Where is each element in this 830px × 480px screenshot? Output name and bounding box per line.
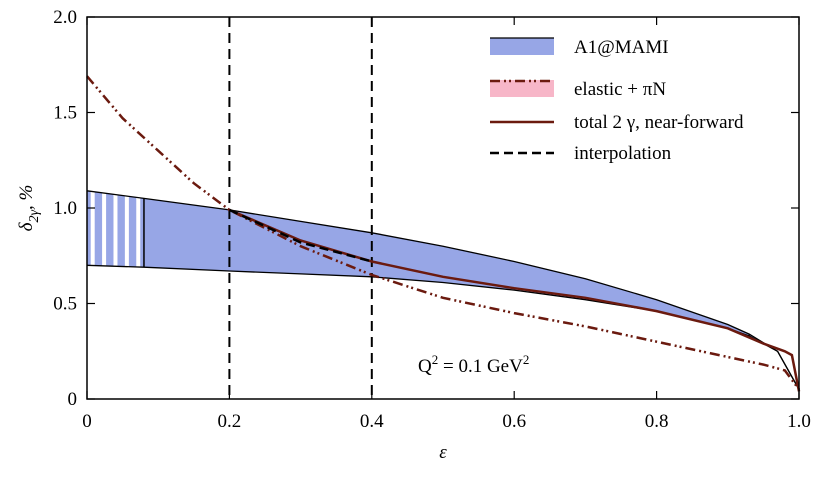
annotation-part: Q [418,356,432,377]
x-tick-label: 1.0 [787,411,811,432]
band-area [87,190,799,390]
annotation-sup: 2 [523,352,530,367]
y-tick-label: 2.0 [53,7,77,28]
x-tick-label: 0.8 [645,411,669,432]
x-tick-label: 0 [82,411,92,432]
x-tick-label: 0.6 [502,411,526,432]
series-line [228,208,373,263]
series-line [86,75,801,391]
x-tick-label: 0.2 [218,411,242,432]
y-tick-label: 0.5 [53,294,77,315]
annotation: Q2 = 0.1 GeV2 [418,352,529,377]
y-tick-label: 0 [68,389,78,410]
y-axis-label: δ2γ, % [16,185,42,232]
annotation-part: = 0.1 GeV [438,356,523,377]
legend-label: A1@MAMI [574,37,669,58]
legend-label: total 2 γ, near-forward [574,112,744,133]
band-lower [86,264,800,390]
annotation-sup: 2 [432,352,439,367]
y-tick-label: 1.0 [53,198,77,219]
legend-label: elastic + πN [574,79,666,100]
y-symbol: δ [16,221,37,231]
y-unit: , % [16,185,37,210]
y-tick-label: 1.5 [53,103,77,124]
legend-swatch [490,80,554,97]
legend-label: interpolation [574,143,672,164]
plot-area [86,17,801,399]
x-tick-label: 0.4 [360,411,384,432]
series-line [228,208,801,392]
y-subscript: 2γ [27,210,42,223]
x-axis-label: ε [439,442,447,463]
legend-swatch [490,38,554,55]
